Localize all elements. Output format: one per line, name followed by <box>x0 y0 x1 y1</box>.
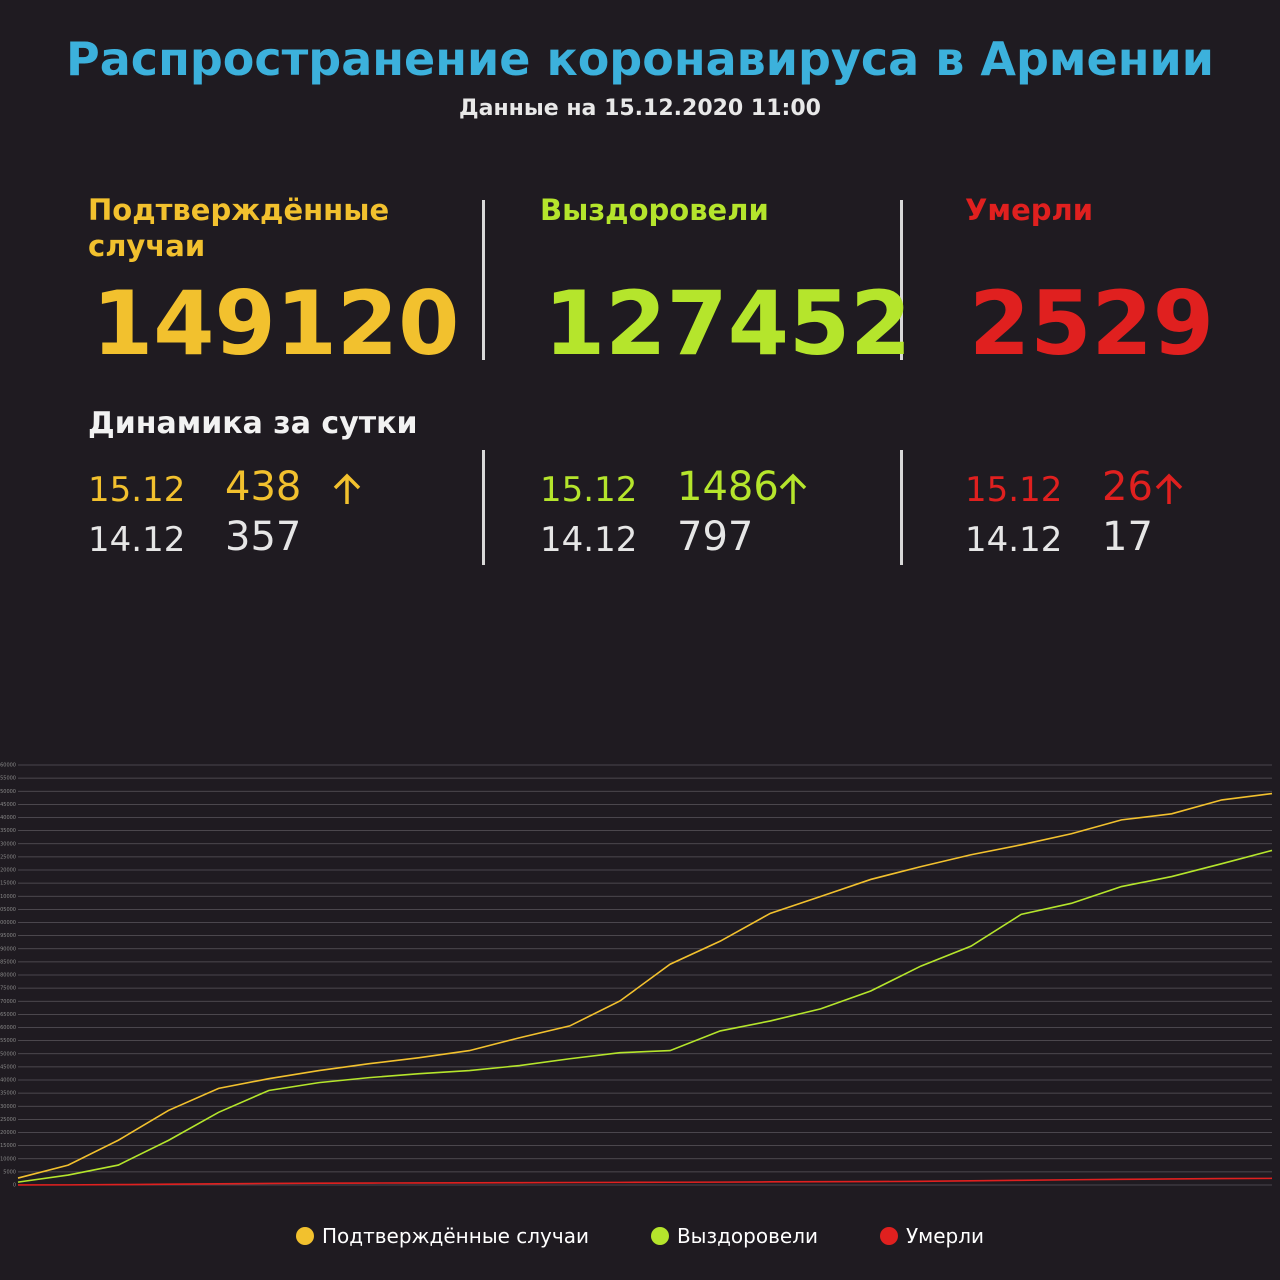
stat-label: Подтверждённые случаи <box>88 193 390 263</box>
today-value: 26 <box>1102 464 1153 510</box>
y-tick-label: 35000 <box>0 1091 16 1097</box>
today-date: 15.12 <box>965 470 1063 510</box>
stat-total: 127452 <box>544 272 912 375</box>
y-tick-label: 65000 <box>0 1012 16 1018</box>
legend-item: Выздоровели <box>650 1224 818 1248</box>
legend-label: Умерли <box>905 1224 985 1248</box>
y-tick-label: 120000 <box>0 868 16 874</box>
yesterday-date: 14.12 <box>965 520 1063 560</box>
y-tick-label: 60000 <box>0 1025 16 1031</box>
y-tick-label: 70000 <box>0 999 16 1005</box>
line <box>17 1177 1273 1186</box>
y-tick-label: 40000 <box>0 1078 16 1084</box>
y-tick-label: 5000 <box>3 1169 16 1175</box>
dynamics-title: Динамика за сутки <box>88 406 418 441</box>
today-date: 15.12 <box>88 470 186 510</box>
stat-total: 149120 <box>92 272 460 375</box>
today-value: 438 <box>225 464 302 510</box>
y-tick-label: 110000 <box>0 894 16 900</box>
y-tick-label: 125000 <box>0 854 16 860</box>
title: Распространение коронавируса в Армении <box>66 32 1214 86</box>
yesterday-date: 14.12 <box>88 520 186 560</box>
legend-item: Подтверждённые случаи <box>295 1224 589 1248</box>
legend-item: Умерли <box>879 1224 985 1248</box>
yesterday-value: 357 <box>225 514 302 560</box>
up-arrow <box>779 473 807 504</box>
y-tick-label: 20000 <box>0 1130 16 1136</box>
y-tick-label: 130000 <box>0 841 16 847</box>
divider <box>482 450 485 565</box>
y-tick-label: 0 <box>13 1183 16 1189</box>
legend: Подтверждённые случаи Выздоровели Умерли <box>0 1224 1280 1248</box>
y-tick-label: 25000 <box>0 1117 16 1123</box>
y-tick-label: 50000 <box>0 1051 16 1057</box>
y-tick-label: 55000 <box>0 1038 16 1044</box>
chart: 0 5000 10000 15000 20000 25000 30000 35000 40000… <box>0 763 1273 1189</box>
subtitle: Данные на 15.12.2020 11:00 <box>459 96 821 121</box>
stat-total: 2529 <box>969 272 1214 375</box>
legend-swatch <box>879 1227 898 1245</box>
legend-swatch <box>295 1227 314 1245</box>
line <box>17 792 1273 1179</box>
legend-swatch <box>650 1227 669 1245</box>
yesterday-date: 14.12 <box>540 520 638 560</box>
today-date: 15.12 <box>540 470 638 510</box>
y-tick-label: 75000 <box>0 986 16 992</box>
legend-label: Выздоровели <box>676 1224 818 1248</box>
y-tick-label: 115000 <box>0 881 16 887</box>
y-tick-label: 85000 <box>0 959 16 965</box>
y-tick-label: 30000 <box>0 1104 16 1110</box>
y-tick-label: 155000 <box>0 776 16 782</box>
up-arrow <box>333 473 361 504</box>
up-arrow <box>1155 473 1183 504</box>
divider <box>900 450 903 565</box>
y-tick-label: 45000 <box>0 1064 16 1070</box>
line <box>17 849 1273 1183</box>
y-tick-label: 90000 <box>0 946 16 952</box>
y-tick-label: 160000 <box>0 763 16 769</box>
yesterday-value: 797 <box>677 514 754 560</box>
y-tick-label: 95000 <box>0 933 16 939</box>
divider <box>900 200 903 360</box>
y-tick-label: 145000 <box>0 802 16 808</box>
stat-label: Выздоровели <box>540 193 769 227</box>
y-tick-label: 105000 <box>0 907 16 913</box>
stat-label: Умерли <box>965 193 1094 227</box>
y-tick-label: 15000 <box>0 1143 16 1149</box>
y-tick-label: 140000 <box>0 815 16 821</box>
y-tick-label: 135000 <box>0 828 16 834</box>
y-tick-label: 10000 <box>0 1156 16 1162</box>
divider <box>482 200 485 360</box>
yesterday-value: 17 <box>1102 514 1153 560</box>
y-tick-label: 80000 <box>0 973 16 979</box>
today-value: 1486 <box>677 464 779 510</box>
y-tick-label: 150000 <box>0 789 16 795</box>
legend-label: Подтверждённые случаи <box>321 1224 589 1248</box>
y-tick-label: 100000 <box>0 920 16 926</box>
